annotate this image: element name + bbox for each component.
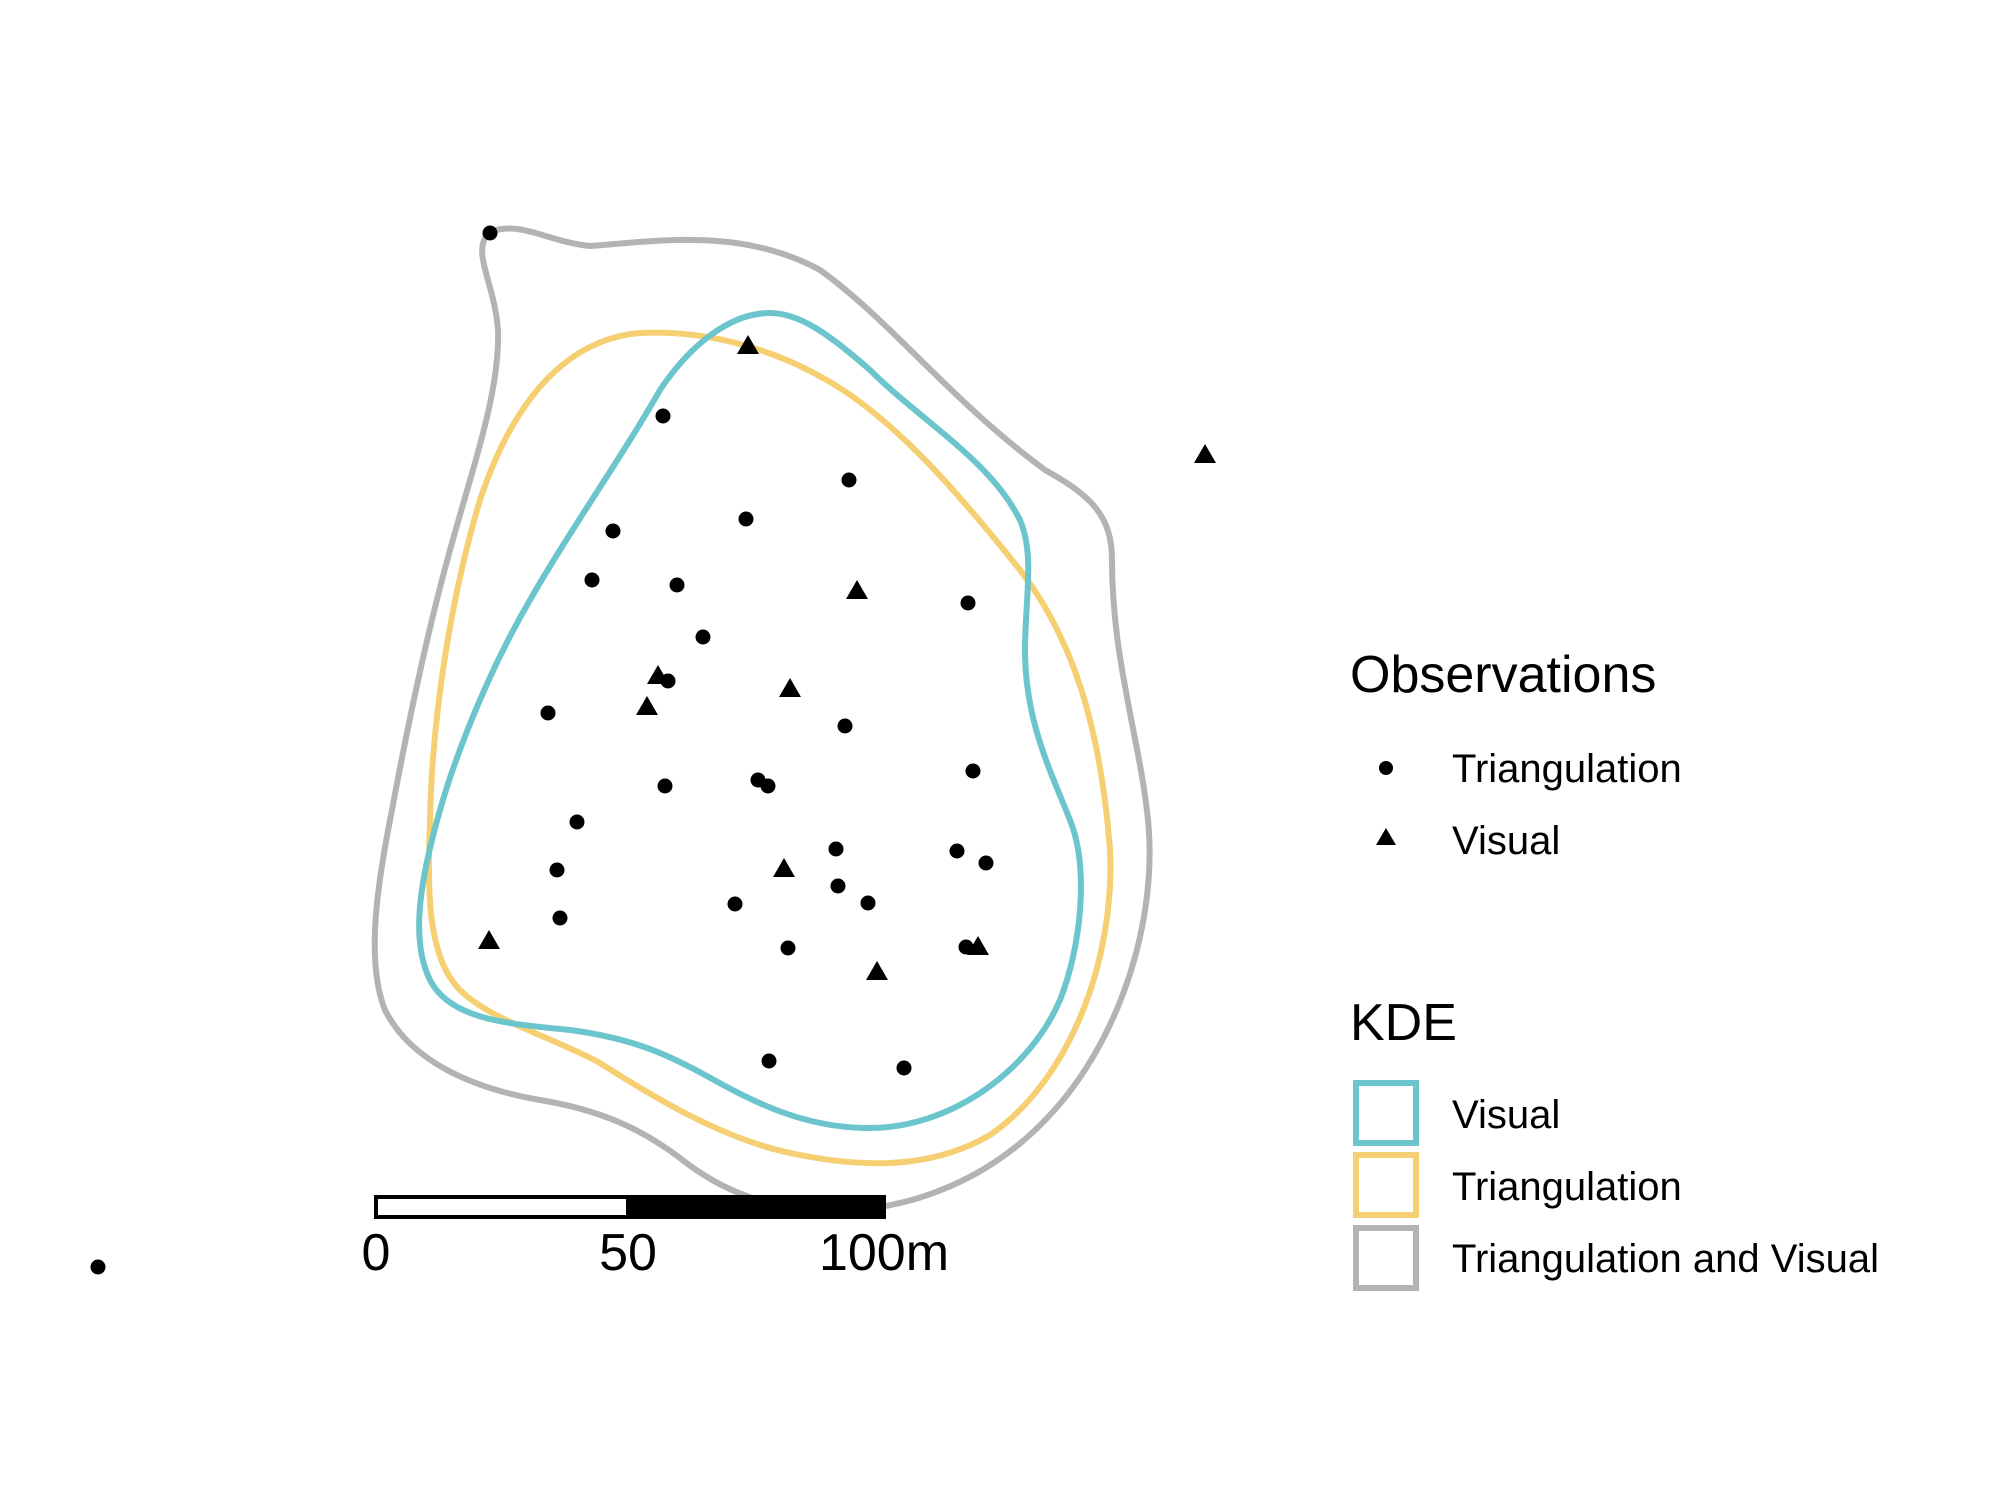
- legend-kde-combined-label: Triangulation and Visual: [1452, 1237, 1879, 1281]
- triangulation-point: [760, 778, 776, 794]
- triangulation-point: [965, 763, 981, 779]
- scale-bar-black-segment: [626, 1195, 886, 1219]
- legend-kde: KDE Visual Triangulation Triangulation a…: [1350, 994, 1879, 1291]
- triangulation-point: [549, 862, 565, 878]
- visual-point: [779, 678, 801, 697]
- triangulation-point: [841, 472, 857, 488]
- triangulation-point: [569, 814, 585, 830]
- triangulation-point: [761, 1053, 777, 1069]
- triangulation-point: [960, 595, 976, 611]
- legend-kde-combined-swatch: [1353, 1225, 1419, 1291]
- triangulation-point: [695, 629, 711, 645]
- legend-observations-triangulation-label: Triangulation: [1452, 747, 1682, 791]
- triangulation-point: [896, 1060, 912, 1076]
- triangulation-point: [837, 718, 853, 734]
- triangulation-point: [727, 896, 743, 912]
- triangulation-point: [738, 511, 754, 527]
- visual-point: [866, 961, 888, 980]
- legend-observations: Observations Triangulation Visual: [1350, 646, 1682, 863]
- scale-bar: 0 50 100m: [362, 1195, 949, 1282]
- legend-visual-symbol: [1376, 828, 1396, 845]
- observation-points: [90, 225, 1216, 1275]
- triangulation-point: [584, 572, 600, 588]
- kde-contours: [371, 225, 1153, 1214]
- legend-observations-visual-label: Visual: [1452, 819, 1560, 863]
- triangulation-point: [540, 705, 556, 721]
- visual-point: [478, 930, 500, 949]
- legend-kde-triangulation-swatch: [1353, 1152, 1419, 1218]
- legend-triangulation-symbol: [1379, 761, 1393, 775]
- scale-label-0: 0: [362, 1224, 391, 1282]
- triangulation-point: [860, 895, 876, 911]
- triangulation-point: [552, 910, 568, 926]
- scale-label-50: 50: [599, 1224, 657, 1282]
- legend-observations-title: Observations: [1350, 646, 1656, 704]
- triangulation-point: [830, 878, 846, 894]
- triangulation-point: [669, 577, 685, 593]
- scale-bar-white-segment: [374, 1195, 630, 1219]
- triangulation-point: [780, 940, 796, 956]
- triangulation-point: [605, 523, 621, 539]
- legend-kde-title: KDE: [1350, 994, 1457, 1052]
- legend-kde-triangulation-label: Triangulation: [1452, 1165, 1682, 1209]
- visual-point: [737, 335, 759, 354]
- triangulation-point: [655, 408, 671, 424]
- kde-triangulation-contour: [425, 329, 1114, 1167]
- triangulation-point: [657, 778, 673, 794]
- triangulation-point: [482, 225, 498, 241]
- visual-point: [846, 580, 868, 599]
- legend-kde-visual-swatch: [1353, 1080, 1419, 1146]
- visual-point: [1194, 444, 1216, 463]
- visual-point: [636, 696, 658, 715]
- visual-point: [647, 665, 669, 684]
- kde-combined-contour: [371, 225, 1153, 1214]
- kde-visual-contour: [416, 310, 1084, 1132]
- scale-label-100m: 100m: [819, 1224, 949, 1282]
- triangulation-point: [828, 841, 844, 857]
- triangulation-point: [90, 1259, 106, 1275]
- triangulation-point: [949, 843, 965, 859]
- visual-point: [967, 936, 989, 955]
- visual-point: [773, 858, 795, 877]
- legend-kde-visual-label: Visual: [1452, 1093, 1560, 1137]
- triangulation-point: [978, 855, 994, 871]
